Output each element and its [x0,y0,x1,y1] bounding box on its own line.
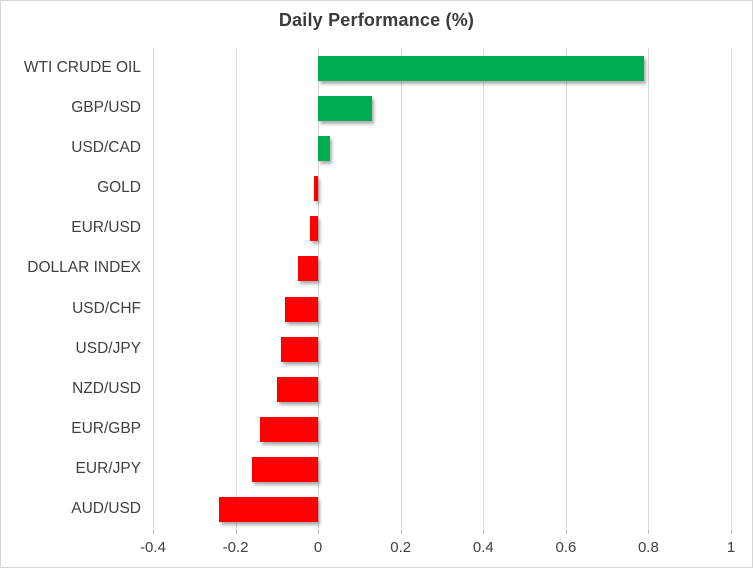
category-label: EUR/USD [71,219,141,237]
bar-aud-usd [219,497,319,523]
x-gridline [400,48,402,530]
category-label: GOLD [97,179,141,197]
chart-title: Daily Performance (%) [278,10,475,30]
bar-usd-chf [285,296,319,322]
x-tickmark [483,530,485,534]
bar-usd-jpy [281,336,319,362]
x-tick-label: 0.6 [555,539,577,556]
category-label: USD/JPY [75,339,141,357]
bar-eur-jpy [252,457,319,483]
bar-eur-usd [309,216,319,242]
x-tickmark [153,530,154,534]
x-tick-label: -0.4 [140,539,166,556]
bar-gold [314,176,319,202]
bar-eur-gbp [260,417,319,443]
category-label: GBP/USD [71,98,141,116]
category-label: EUR/GBP [71,420,141,438]
x-gridline [153,48,154,530]
bar-gbp-usd [318,95,372,121]
x-tick-label: 0 [313,539,323,556]
category-label: WTI CRUDE OIL [23,58,141,76]
x-tick-label: 0.8 [637,539,659,556]
category-label: NZD/USD [72,379,141,397]
x-tick-label: -0.2 [222,539,249,556]
category-label: USD/CAD [71,138,141,156]
x-gridline [648,48,650,530]
x-tickmark [565,530,567,534]
x-tickmark [235,530,237,534]
category-label: AUD/USD [71,500,141,518]
x-tick-label: 1 [726,539,736,556]
category-label: USD/CHF [72,299,141,317]
x-gridline [731,48,732,530]
x-gridline [318,48,320,530]
x-gridline [483,48,485,530]
bar-wti-crude-oil [318,55,645,81]
bar-dollar-index [297,256,319,282]
category-label: DOLLAR INDEX [27,259,141,277]
x-gridline [565,48,567,530]
x-tickmark [400,530,402,534]
x-tickmark [648,530,650,534]
category-label: EUR/JPY [75,460,141,478]
x-tick-label: 0.4 [472,539,494,556]
bar-usd-cad [318,135,331,161]
x-tickmark [318,530,320,534]
bar-nzd-usd [276,376,319,402]
x-gridline [235,48,237,530]
x-tickmark [731,530,732,534]
x-tick-label: 0.2 [390,539,412,556]
